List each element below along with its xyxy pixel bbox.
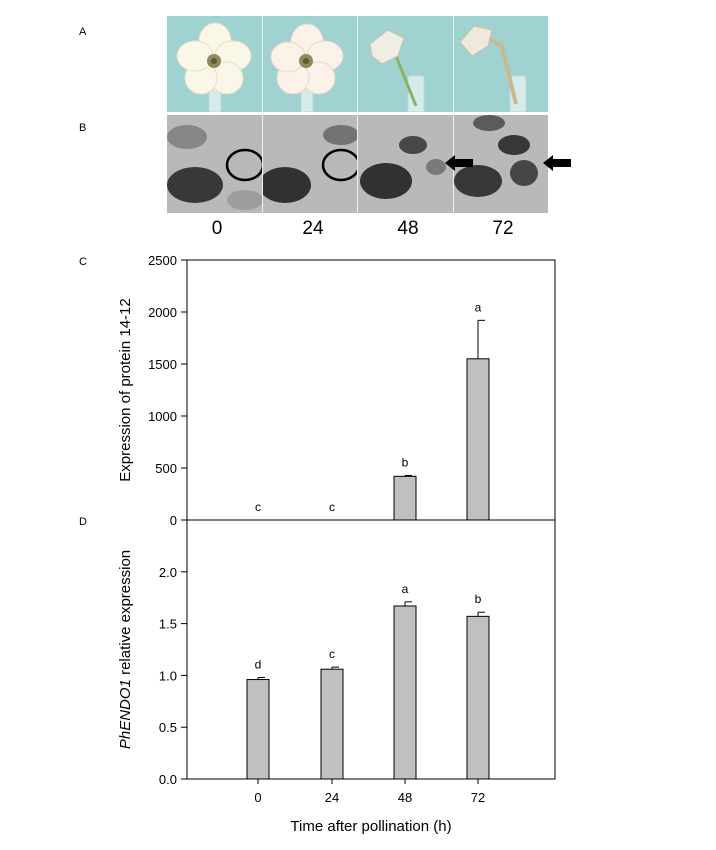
y-tick-label: 0.5 xyxy=(159,720,177,735)
panel-letter-a: A xyxy=(79,26,87,38)
y-tick-label: 2000 xyxy=(148,305,177,320)
significance-label: a xyxy=(475,300,482,314)
panel-letter-b: B xyxy=(79,122,87,134)
significance-label: b xyxy=(475,592,482,606)
significance-label: a xyxy=(402,582,409,596)
flower-photo-0h xyxy=(167,16,263,112)
panel-letter-d: D xyxy=(79,516,87,528)
time-label-0: 0 xyxy=(211,218,223,239)
panel-letter-c: C xyxy=(79,256,87,268)
y-tick-label: 0.0 xyxy=(159,772,177,787)
plot-frame xyxy=(186,519,556,780)
time-label-24: 24 xyxy=(302,218,324,239)
x-tick-label: 0 xyxy=(254,790,261,805)
bar xyxy=(393,475,417,521)
chart-c: 0 500 1000 1500 2000 2500 c c b a Expression of pr… xyxy=(117,253,556,528)
bar xyxy=(393,605,417,780)
flower-photo-72h xyxy=(453,16,548,112)
time-label-48: 48 xyxy=(397,218,419,239)
flower-photo-strip xyxy=(167,16,548,112)
y-tick-label: 1000 xyxy=(148,409,177,424)
gel-section-0h xyxy=(167,115,263,213)
x-tick-label: 48 xyxy=(398,790,412,805)
y-tick-label: 1.5 xyxy=(159,617,177,632)
y-tick-label: 0 xyxy=(170,513,177,528)
x-tick-label: 72 xyxy=(471,790,485,805)
y-axis-title: Expression of protein 14-12 xyxy=(117,298,134,481)
bar xyxy=(246,679,270,780)
arrow-icon xyxy=(543,155,571,171)
flower-photo-24h xyxy=(262,16,358,112)
significance-label: c xyxy=(255,500,261,514)
x-tick-label: 24 xyxy=(325,790,339,805)
y-tick-label: 2.0 xyxy=(159,565,177,580)
bar xyxy=(320,668,344,780)
chart-d: 0.0 0.5 1.0 1.5 2.0 d c a b PhENDO1 relative expr… xyxy=(117,519,556,835)
y-tick-label: 1500 xyxy=(148,357,177,372)
significance-label: d xyxy=(255,657,262,671)
gel-section-24h xyxy=(262,115,358,213)
target-spot-circle xyxy=(321,148,358,182)
flower-photo-48h xyxy=(358,16,454,112)
arrow-icon xyxy=(445,155,473,171)
y-tick-label: 500 xyxy=(155,461,177,476)
time-label-72: 72 xyxy=(492,218,514,239)
target-spot-circle xyxy=(225,148,262,182)
gel-section-48h xyxy=(358,115,454,213)
x-axis-title: Time after pollination (h) xyxy=(290,818,451,835)
significance-label: c xyxy=(329,647,335,661)
significance-label: b xyxy=(402,455,409,469)
bar xyxy=(466,358,490,521)
plot-frame xyxy=(186,259,556,521)
y-tick-label: 1.0 xyxy=(159,668,177,683)
y-tick-label: 2500 xyxy=(148,253,177,268)
bar xyxy=(466,615,490,780)
significance-label: c xyxy=(329,500,335,514)
y-axis-title: PhENDO1 relative expression xyxy=(117,550,134,749)
